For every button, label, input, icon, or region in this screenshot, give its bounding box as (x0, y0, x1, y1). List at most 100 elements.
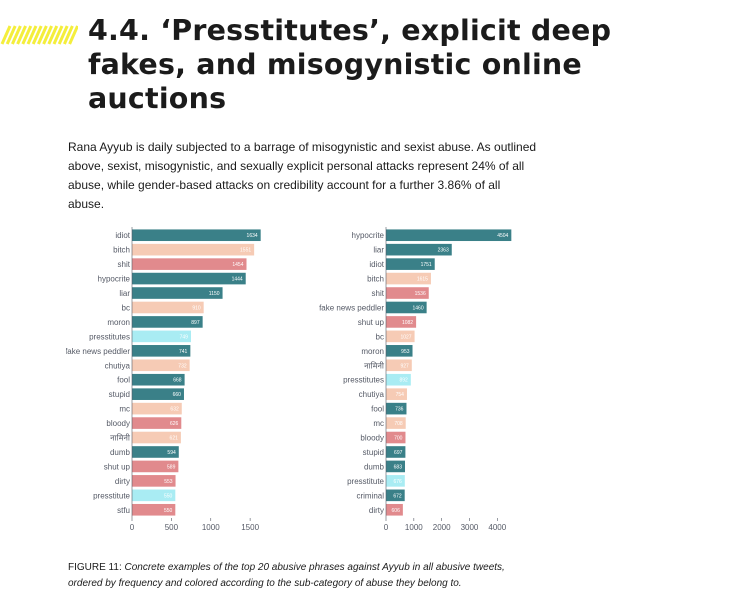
category-label: presstitutes (89, 332, 130, 341)
value-label: 1634 (247, 233, 258, 239)
value-label: 892 (399, 378, 408, 384)
hatch-stroke (16, 25, 27, 45)
bar-fake-news-peddler (132, 345, 191, 357)
bar-hypocrite (386, 229, 512, 242)
bar-bitch (386, 272, 431, 285)
bar-presstitutes (132, 330, 191, 343)
category-label: presstitute (93, 491, 130, 500)
category-label: bc (376, 332, 384, 341)
bar-mc (386, 417, 406, 429)
bar-liar (386, 243, 452, 256)
category-label: mc (373, 419, 384, 428)
bar-bc (386, 330, 415, 343)
category-label: presstitute (347, 477, 384, 486)
bar-presstitute (386, 475, 405, 487)
hatch-stroke (26, 25, 38, 45)
category-label: fake news peddler (319, 303, 384, 312)
value-label: 732 (178, 363, 187, 369)
x-tick-label: 0 (384, 523, 389, 532)
value-label: 1460 (413, 305, 424, 311)
figure-caption: FIGURE 11: Concrete examples of the top … (68, 560, 538, 592)
bar-stfu (132, 503, 176, 516)
value-label: 621 (170, 436, 179, 442)
bar-moron (386, 345, 413, 357)
bar-fool (132, 373, 185, 386)
value-label: 910 (192, 305, 201, 311)
category-label: moron (107, 318, 130, 327)
value-label: 672 (393, 493, 402, 499)
value-label: 1082 (402, 320, 413, 326)
bar-shit (132, 258, 247, 270)
value-label: 553 (164, 479, 173, 485)
bar-fake-news-peddler (386, 301, 427, 314)
value-label: 4504 (497, 233, 508, 239)
bar-dumb (132, 446, 179, 458)
hatch-stroke (57, 25, 69, 45)
category-label: shit (372, 289, 385, 298)
value-label: 550 (164, 508, 173, 514)
bar-hypocrite (132, 272, 246, 285)
bar-chutiya (132, 359, 190, 372)
category-label: bc (122, 303, 130, 312)
value-label: 594 (167, 450, 176, 456)
hatch-stroke (21, 25, 33, 45)
hatch-stroke (52, 25, 64, 45)
category-label: stupid (109, 390, 130, 399)
value-label: 1027 (400, 334, 411, 340)
figure-description: Concrete examples of the top 20 abusive … (68, 562, 505, 589)
hatch-stroke (37, 25, 48, 45)
category-label: mc (119, 405, 130, 414)
hatch-stroke (47, 25, 59, 45)
category-label: stfu (117, 506, 130, 515)
value-label: 741 (179, 349, 188, 355)
value-label: 927 (400, 363, 409, 369)
category-label: bitch (113, 246, 130, 255)
intro-paragraph: Rana Ayyub is daily subjected to a barra… (68, 140, 537, 211)
bar-fool (386, 402, 407, 415)
bar-criminal (386, 489, 405, 502)
category-label: bloody (360, 434, 384, 443)
bar-mc (132, 402, 182, 415)
category-label: shit (118, 260, 131, 269)
value-label: 668 (173, 378, 182, 384)
value-label: 589 (167, 464, 176, 470)
hatch-stroke (31, 25, 43, 45)
value-label: 1615 (417, 277, 428, 283)
bar-chart-right: hypocrite 4504 liar 2363 idiot 1751 bitch 1615 s… (319, 227, 512, 532)
value-label: 660 (173, 392, 182, 398)
x-tick-label: 3000 (461, 523, 479, 532)
bar-moron (132, 316, 203, 328)
bar-नामिनी (132, 431, 181, 444)
bar-bitch (132, 243, 255, 256)
chart-abusive-tweets-second: hypocrite 4504 liar 2363 idiot 1751 bitch 1615 s… (312, 222, 526, 532)
bar-liar (132, 287, 223, 299)
bar-dumb (386, 460, 406, 473)
value-label: 754 (396, 392, 405, 398)
category-label: hypocrite (98, 275, 131, 284)
bar-shut-up (386, 316, 417, 328)
category-label: liar (119, 289, 130, 298)
bar-chutiya (386, 388, 407, 400)
x-tick-label: 1500 (241, 523, 259, 532)
category-label: dirty (369, 506, 384, 515)
category-label: bloody (106, 419, 130, 428)
bar-stupid (386, 446, 406, 458)
category-label: नामिनी (110, 433, 131, 443)
yellow-hatch-decoration (0, 25, 78, 45)
bar-dirty (132, 475, 176, 487)
value-label: 632 (170, 407, 179, 413)
figure-label: FIGURE 11: (68, 562, 122, 573)
value-label: 708 (394, 421, 403, 427)
category-label: presstitutes (343, 376, 384, 385)
category-label: dumb (364, 462, 385, 471)
category-label: bitch (367, 275, 384, 284)
value-label: 1536 (415, 291, 426, 297)
chart-all-abusive-tweets: idiot 1634 bitch 1551 shit 1454 hypocrite 1444 l… (66, 222, 280, 532)
value-label: 736 (395, 407, 404, 413)
category-label: shut up (104, 462, 131, 471)
section-title: 4.4. ‘Presstitutes’, explicit deep fakes… (88, 14, 612, 115)
category-label: liar (373, 246, 384, 255)
x-tick-label: 1000 (405, 523, 423, 532)
x-tick-label: 4000 (488, 523, 506, 532)
value-label: 683 (394, 464, 403, 470)
